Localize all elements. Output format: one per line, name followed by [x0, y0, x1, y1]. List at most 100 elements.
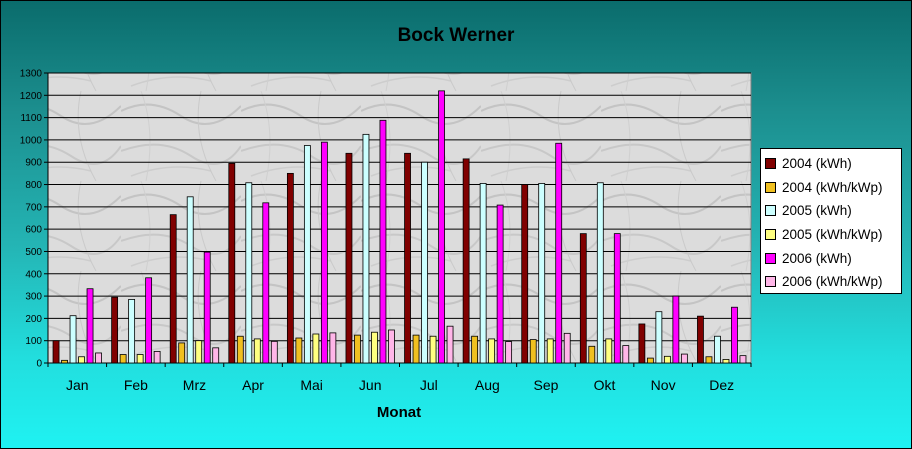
bar [429, 335, 437, 364]
bar [61, 359, 68, 364]
x-axis-title: Monat [377, 404, 421, 421]
legend: 2004 (kWh) 2004 (kWh/kWp) 2005 (kWh) 2005 (… [760, 148, 902, 294]
bar [596, 182, 604, 364]
bar [228, 162, 236, 364]
chart-title: Bock Werner [398, 25, 515, 46]
bar [69, 315, 77, 364]
bar [705, 356, 713, 364]
x-tick-label: Jul [420, 377, 438, 393]
bar [563, 332, 571, 364]
bar [462, 158, 470, 364]
bar [371, 331, 378, 364]
legend-label: 2005 (kWh) [782, 203, 852, 219]
legend-label: 2005 (kWh/kWp) [782, 227, 883, 243]
bar [212, 347, 220, 364]
x-tick-label: Sep [533, 377, 558, 393]
bar [505, 341, 513, 364]
bar [270, 340, 278, 364]
legend-item: 2005 (kWh) [765, 199, 901, 223]
bar [697, 315, 704, 364]
bar [438, 90, 445, 364]
bar [236, 335, 244, 364]
bar [546, 338, 554, 364]
legend-swatch [765, 252, 776, 264]
bar [303, 145, 311, 364]
bar [178, 342, 186, 364]
bar [680, 353, 688, 364]
y-tick-label: 400 [25, 269, 42, 280]
bar [412, 334, 420, 364]
bar [421, 161, 428, 364]
legend-label: 2006 (kWh) [782, 250, 852, 266]
legend-swatch [765, 276, 776, 288]
bar [203, 251, 211, 364]
bar [52, 340, 60, 364]
y-tick-label: 600 [25, 225, 42, 236]
bar [529, 339, 537, 364]
bar [722, 359, 730, 364]
y-tick-label: 100 [25, 336, 42, 347]
bar [579, 233, 587, 364]
bar [186, 196, 194, 364]
legend-item: 2006 (kWh/kWp) [765, 270, 901, 294]
y-tick-label: 700 [25, 202, 42, 213]
bar [78, 356, 85, 364]
bar [329, 332, 337, 364]
bar [655, 311, 663, 364]
y-tick-label: 1100 [20, 113, 42, 124]
legend-item: 2005 (kWh/kWp) [765, 223, 901, 247]
bar [672, 295, 680, 364]
bar [388, 329, 395, 364]
y-tick-label: 300 [25, 292, 42, 303]
x-tick-label: Mrz [183, 377, 206, 393]
bar [345, 152, 353, 364]
bar [496, 204, 504, 364]
bar [588, 345, 596, 364]
bars [52, 90, 747, 364]
bar [312, 333, 320, 364]
bar [479, 183, 487, 364]
bar [295, 337, 303, 364]
bar [446, 325, 454, 364]
legend-label: 2006 (kWh/kWp) [782, 274, 883, 290]
bar [362, 133, 370, 364]
legend-label: 2004 (kWh/kWp) [782, 179, 883, 195]
gridlines [48, 72, 751, 342]
y-tick-label: 800 [25, 180, 42, 191]
bar [488, 338, 496, 364]
bar [555, 142, 563, 364]
x-tick-label: Feb [124, 377, 148, 393]
legend-swatch [765, 229, 776, 241]
y-tick-label: 900 [25, 158, 42, 169]
bar [521, 184, 529, 364]
bar [379, 119, 387, 364]
bar [538, 183, 546, 364]
bar [320, 141, 328, 364]
y-tick-label: 200 [25, 314, 42, 325]
y-tick-label: 0 [36, 359, 42, 370]
legend-item: 2004 (kWh/kWp) [765, 176, 901, 200]
legend-label: 2004 (kWh) [782, 156, 852, 172]
bar [731, 306, 738, 364]
x-tick-label: Mai [300, 377, 323, 393]
x-tick-label: Jan [66, 377, 89, 393]
bar [354, 334, 361, 364]
legend-swatch [765, 205, 776, 217]
y-tick-label: 1000 [20, 135, 43, 146]
bar [245, 182, 253, 364]
axis-labels: 0 100 200 300 400 500 600 700 800 900 1000 1100 1200… [20, 69, 734, 394]
x-tick-label: Jun [359, 377, 382, 393]
plot-area [47, 72, 752, 364]
y-tick-label: 500 [25, 247, 42, 258]
bar [195, 340, 203, 364]
bar [605, 338, 613, 364]
bar [86, 288, 94, 364]
y-tick-label: 1300 [20, 69, 43, 80]
bar [471, 335, 479, 364]
bar [111, 296, 119, 364]
bar [714, 335, 721, 364]
bar [638, 323, 646, 364]
bar [95, 352, 102, 364]
